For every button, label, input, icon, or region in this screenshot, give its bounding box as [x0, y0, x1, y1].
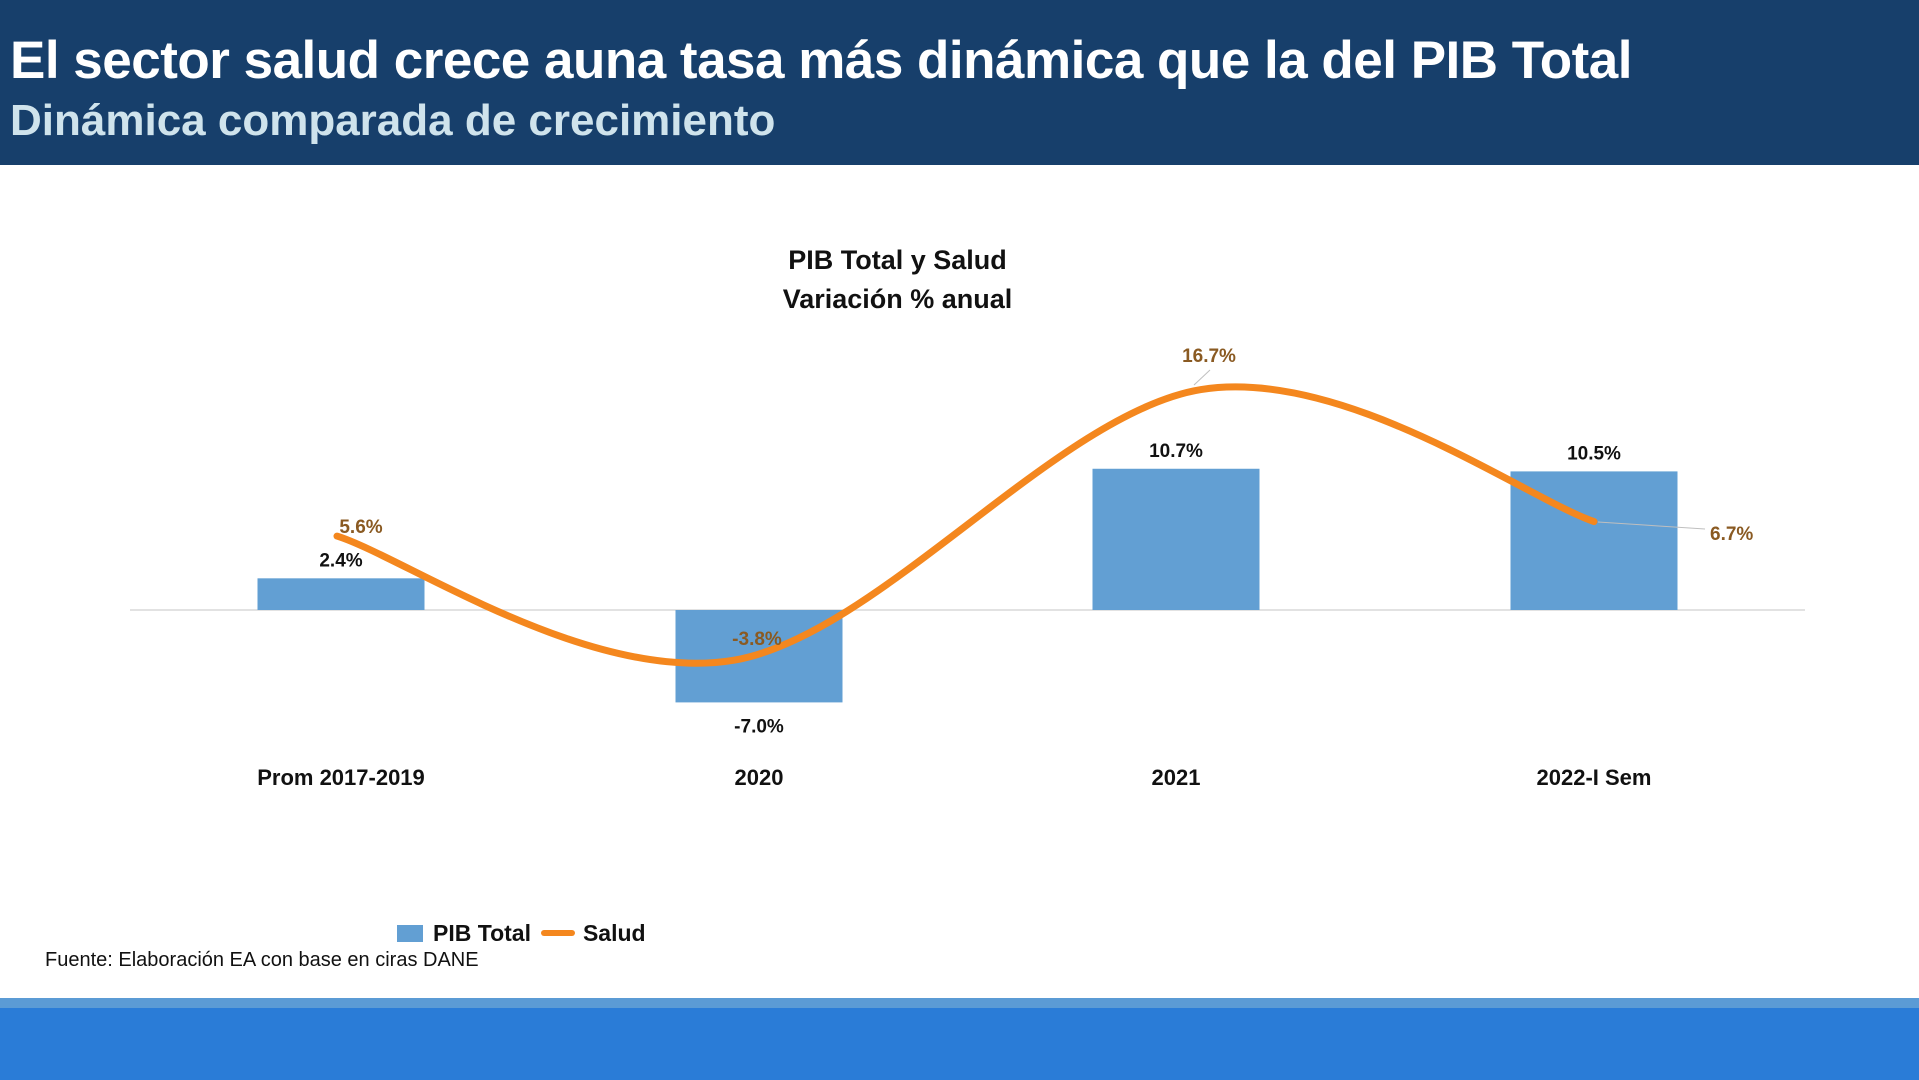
footer-stripe	[0, 998, 1919, 1008]
bar-label: 10.5%	[1567, 443, 1621, 464]
bar-label: -7.0%	[734, 716, 784, 737]
source-note: Fuente: Elaboración EA con base en ciras…	[45, 949, 479, 971]
bar-label: 2.4%	[319, 550, 362, 571]
line-salud	[333, 383, 1598, 667]
leader-line	[1597, 521, 1706, 530]
chart-title: PIB Total y Salud	[788, 245, 1007, 275]
chart-subtitle: Variación % anual	[782, 284, 1013, 314]
bar-label: 10.7%	[1149, 441, 1203, 462]
line-label: 6.7%	[1710, 524, 1753, 545]
line-label: 16.7%	[1182, 346, 1236, 367]
legend-salud-label: Salud	[582, 919, 646, 946]
chart: 2.4% -7.0% 10.7% 10.5% Prom 2017-2019 2020 202…	[130, 346, 1805, 790]
slide-header: El sector salud crece auna tasa más diná…	[0, 0, 1919, 165]
category-label: 2022-I Sem	[1537, 765, 1652, 790]
legend-pib-label: PIB Total	[433, 919, 531, 946]
category-label: Prom 2017-2019	[257, 765, 425, 790]
legend-pib-swatch	[397, 924, 423, 942]
line-label: -3.8%	[732, 629, 782, 650]
footer-bar	[0, 1008, 1919, 1080]
chart-legend: PIB Total Salud	[397, 917, 646, 949]
category-label: 2021	[1152, 765, 1201, 790]
bar-pib-total	[1092, 468, 1260, 610]
category-label: 2020	[735, 765, 784, 790]
bar-pib-total	[257, 578, 425, 610]
line-label: 5.6%	[339, 517, 382, 538]
legend-salud-swatch	[540, 930, 575, 936]
slide-subtitle: Dinámica comparada de crecimiento	[10, 96, 776, 145]
leader-line	[1193, 369, 1211, 386]
slide-title: El sector salud crece auna tasa más diná…	[10, 31, 1632, 90]
